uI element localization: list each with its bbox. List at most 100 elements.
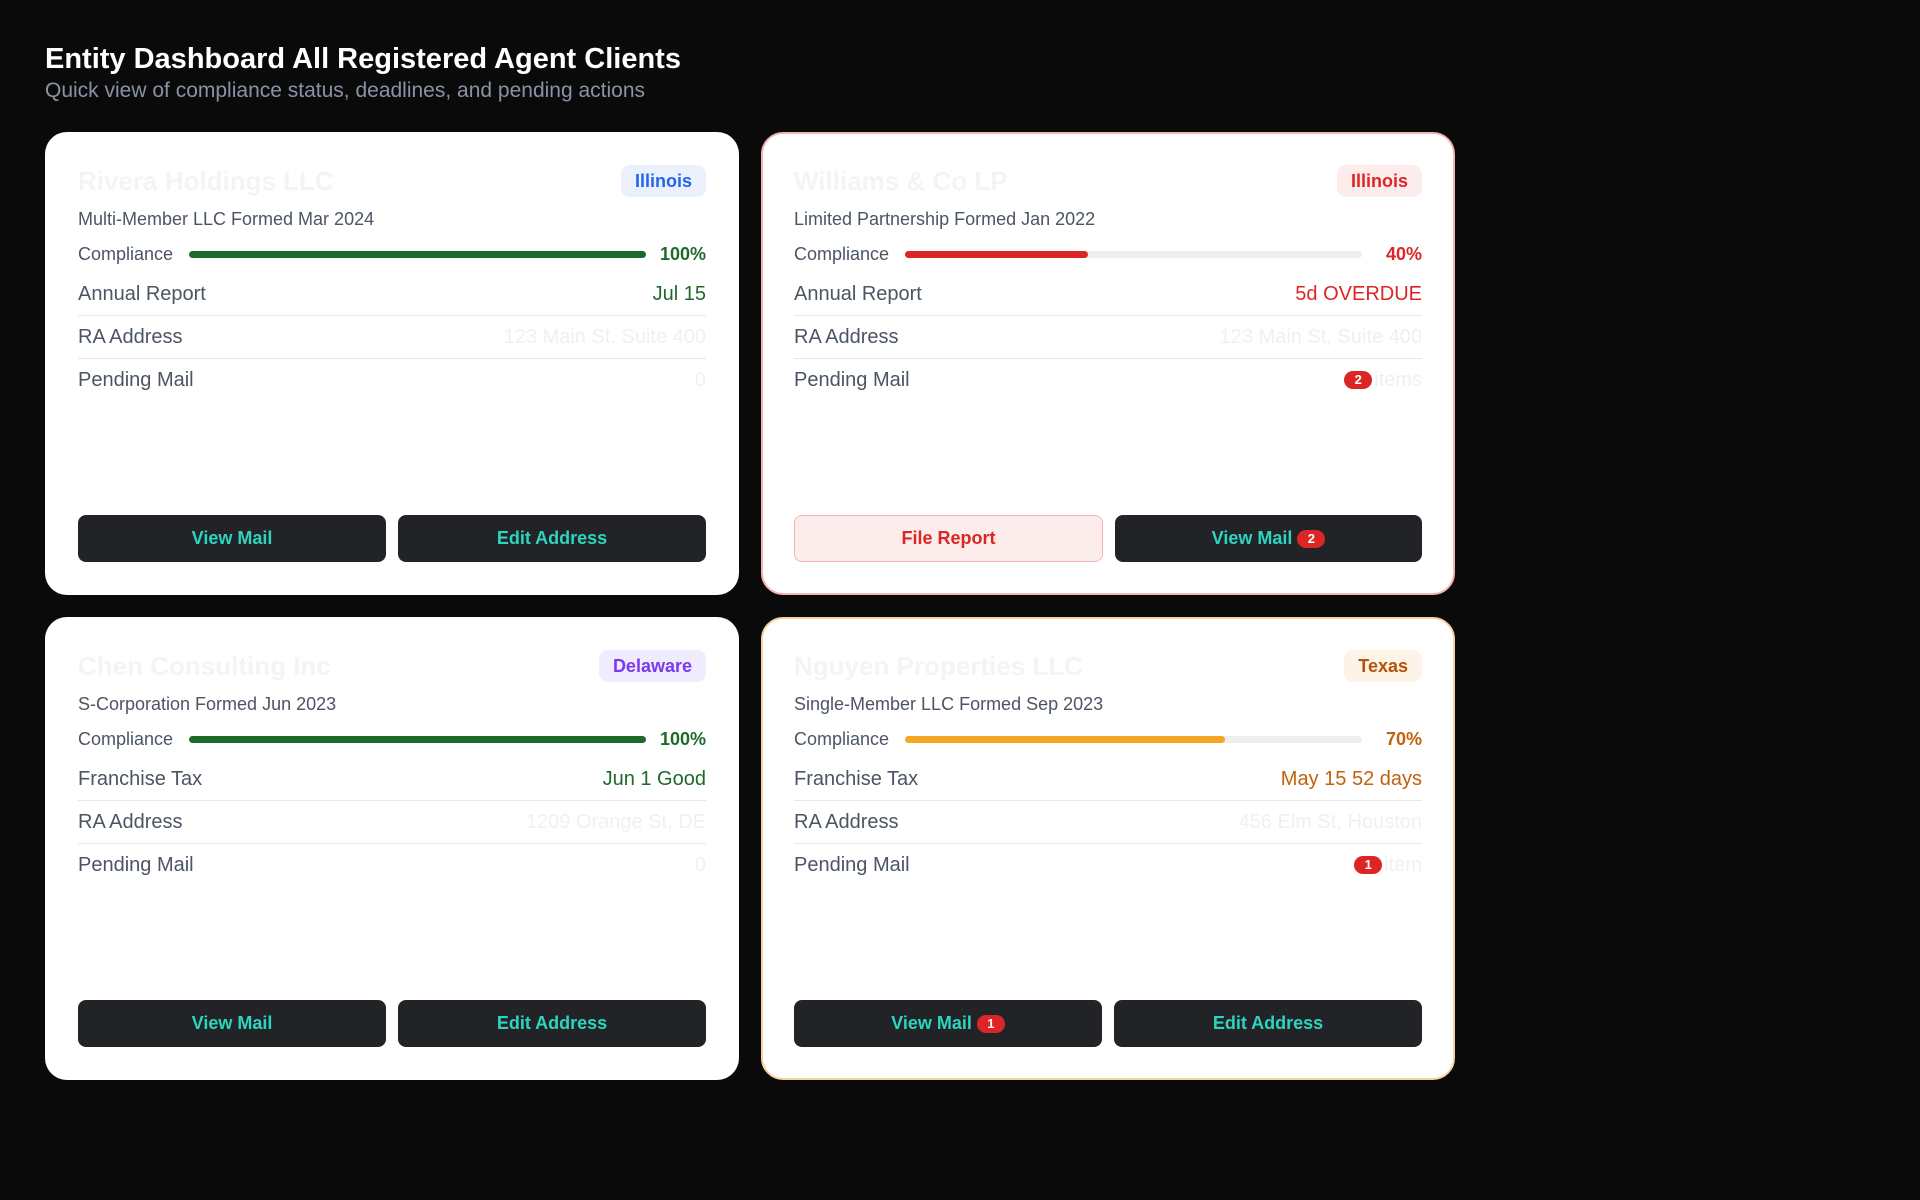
detail-rows: Franchise Tax Jun 1 Good RA Address 1209… bbox=[78, 758, 706, 886]
edit-address-button[interactable]: Edit Address bbox=[398, 1000, 706, 1047]
mail-value-text: item bbox=[1384, 853, 1422, 876]
card-header: Chen Consulting Inc Delaware bbox=[78, 649, 706, 683]
mail-value-text: 0 bbox=[694, 853, 706, 876]
entity-card: Rivera Holdings LLC Illinois Multi-Membe… bbox=[45, 132, 739, 595]
compliance-row: Compliance 100% bbox=[78, 243, 706, 265]
compliance-percent: 70% bbox=[1385, 728, 1422, 749]
compliance-row: Compliance 70% bbox=[794, 728, 1422, 750]
compliance-fill bbox=[189, 735, 646, 743]
compliance-track bbox=[189, 735, 646, 743]
compliance-row: Compliance 40% bbox=[794, 243, 1422, 265]
card-actions: View Mail Edit Address bbox=[78, 1000, 706, 1047]
view-mail-button[interactable]: View Mail bbox=[78, 1000, 386, 1047]
state-badge: Illinois bbox=[1336, 165, 1422, 197]
deadline-row: Annual Report 5d OVERDUE bbox=[794, 273, 1422, 316]
mail-value-text: items bbox=[1374, 368, 1422, 391]
entity-info: S-Corporation Formed Jun 2023 bbox=[78, 694, 337, 714]
view-mail-button[interactable]: View Mail 2 bbox=[1115, 515, 1422, 562]
deadline-label: Franchise Tax bbox=[78, 767, 203, 790]
compliance-label: Compliance bbox=[794, 243, 890, 264]
pending-mail-value: 2 items bbox=[1344, 369, 1422, 392]
deadline-row: Franchise Tax Jun 1 Good bbox=[78, 758, 706, 801]
button-label: Edit Address bbox=[1212, 1013, 1324, 1033]
entity-name: Chen Consulting Inc bbox=[78, 650, 331, 681]
mail-value-text: 0 bbox=[694, 368, 706, 391]
pending-mail-value: 1 item bbox=[1354, 854, 1422, 877]
pending-mail-value: 0 bbox=[695, 854, 706, 877]
ra-address-value: 456 Elm St, Houston bbox=[1238, 810, 1422, 833]
deadline-label: Franchise Tax bbox=[794, 767, 919, 790]
pending-mail-label: Pending Mail bbox=[78, 853, 194, 876]
pending-mail-label: Pending Mail bbox=[794, 368, 910, 391]
state-badge: Texas bbox=[1344, 650, 1422, 682]
deadline-value: Jul 15 bbox=[652, 282, 706, 305]
entity-info: Limited Partnership Formed Jan 2022 bbox=[794, 209, 1096, 229]
edit-address-button[interactable]: Edit Address bbox=[1114, 1000, 1422, 1047]
ra-address-value: 1209 Orange St, DE bbox=[525, 810, 706, 833]
pending-mail-label: Pending Mail bbox=[78, 368, 194, 391]
compliance-label: Compliance bbox=[794, 728, 890, 749]
mail-count-badge: 1 bbox=[1354, 856, 1383, 874]
compliance-percent: 40% bbox=[1385, 243, 1422, 264]
ra-address-row: RA Address 456 Elm St, Houston bbox=[794, 801, 1422, 844]
file-report-button[interactable]: File Report bbox=[794, 515, 1103, 562]
deadline-value: 5d OVERDUE bbox=[1295, 282, 1422, 305]
button-label: View Mail bbox=[191, 528, 273, 548]
deadline-label: Annual Report bbox=[794, 282, 922, 305]
button-label: View Mail bbox=[891, 1013, 972, 1033]
button-label: View Mail bbox=[191, 1013, 273, 1033]
ra-address-row: RA Address 123 Main St, Suite 400 bbox=[78, 316, 706, 359]
compliance-label: Compliance bbox=[78, 243, 174, 264]
ra-address-label: RA Address bbox=[794, 325, 899, 348]
entity-name: Rivera Holdings LLC bbox=[78, 165, 334, 196]
dashboard-page: Entity Dashboard All Registered Agent Cl… bbox=[45, 40, 1455, 1080]
detail-rows: Annual Report 5d OVERDUE RA Address 123 … bbox=[794, 273, 1422, 401]
ra-address-value: 123 Main St, Suite 400 bbox=[1219, 325, 1422, 348]
state-badge: Delaware bbox=[598, 650, 706, 682]
deadline-value: Jun 1 Good bbox=[602, 767, 706, 790]
button-count-badge: 2 bbox=[1297, 529, 1326, 548]
view-mail-button[interactable]: View Mail 1 bbox=[794, 1000, 1102, 1047]
page-subtitle: Quick view of compliance status, deadlin… bbox=[45, 79, 646, 102]
detail-rows: Franchise Tax May 15 52 days RA Address … bbox=[794, 758, 1422, 886]
card-header: Rivera Holdings LLC Illinois bbox=[78, 164, 706, 198]
pending-mail-row: Pending Mail 1 item bbox=[794, 844, 1422, 886]
entity-grid: Rivera Holdings LLC Illinois Multi-Membe… bbox=[45, 132, 1455, 1080]
pending-mail-label: Pending Mail bbox=[794, 853, 910, 876]
mail-count-badge: 2 bbox=[1344, 371, 1373, 389]
entity-card: Chen Consulting Inc Delaware S-Corporati… bbox=[45, 617, 739, 1080]
pending-mail-value: 0 bbox=[695, 369, 706, 392]
state-badge: Illinois bbox=[620, 165, 706, 197]
entity-card: Nguyen Properties LLC Texas Single-Membe… bbox=[761, 617, 1455, 1080]
compliance-percent: 100% bbox=[659, 728, 706, 749]
ra-address-label: RA Address bbox=[78, 810, 183, 833]
compliance-label: Compliance bbox=[78, 728, 174, 749]
pending-mail-row: Pending Mail 0 bbox=[78, 844, 706, 886]
entity-info: Multi-Member LLC Formed Mar 2024 bbox=[78, 209, 375, 229]
compliance-row: Compliance 100% bbox=[78, 728, 706, 750]
entity-name: Nguyen Properties LLC bbox=[794, 650, 1083, 681]
action-button-secondary[interactable]: Edit Address bbox=[398, 515, 706, 562]
card-header: Williams & Co LP Illinois bbox=[794, 164, 1422, 198]
ra-address-label: RA Address bbox=[794, 810, 899, 833]
deadline-row: Annual Report Jul 15 bbox=[78, 273, 706, 316]
card-header: Nguyen Properties LLC Texas bbox=[794, 649, 1422, 683]
detail-rows: Annual Report Jul 15 RA Address 123 Main… bbox=[78, 273, 706, 401]
ra-address-value: 123 Main St, Suite 400 bbox=[503, 325, 706, 348]
page-title: Entity Dashboard All Registered Agent Cl… bbox=[45, 43, 681, 75]
deadline-row: Franchise Tax May 15 52 days bbox=[794, 758, 1422, 801]
compliance-track bbox=[905, 735, 1362, 743]
action-button-primary[interactable]: View Mail bbox=[78, 515, 386, 562]
compliance-fill bbox=[905, 735, 1225, 743]
deadline-label: Annual Report bbox=[78, 282, 206, 305]
ra-address-row: RA Address 1209 Orange St, DE bbox=[78, 801, 706, 844]
button-count-badge: 1 bbox=[976, 1014, 1005, 1033]
entity-card: Williams & Co LP Illinois Limited Partne… bbox=[761, 132, 1455, 595]
ra-address-label: RA Address bbox=[78, 325, 183, 348]
card-actions: View Mail Edit Address bbox=[78, 515, 706, 562]
button-label: Edit Address bbox=[496, 528, 608, 548]
pending-mail-row: Pending Mail 2 items bbox=[794, 359, 1422, 401]
pending-mail-row: Pending Mail 0 bbox=[78, 359, 706, 401]
entity-name: Williams & Co LP bbox=[794, 165, 1008, 196]
card-actions: File Report View Mail 2 bbox=[794, 515, 1422, 562]
